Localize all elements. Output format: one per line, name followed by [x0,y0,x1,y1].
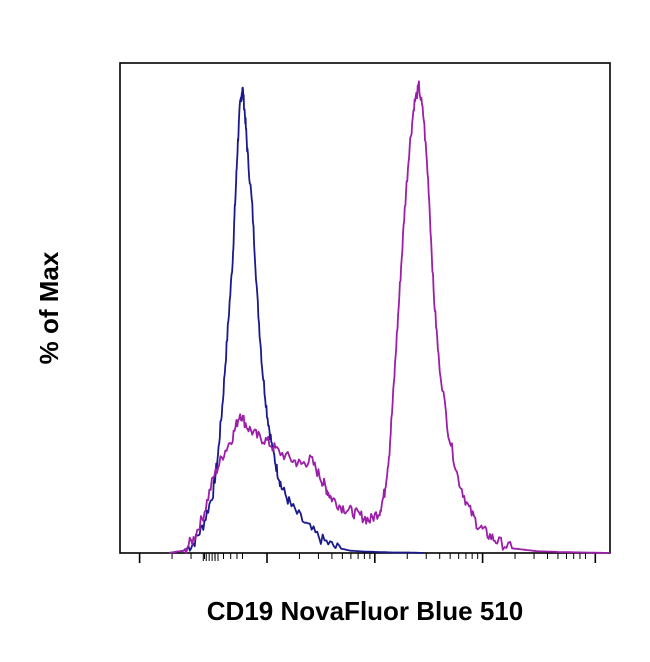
series-line-purple [168,80,611,554]
series-layer [168,80,611,554]
x-axis-title: CD19 NovaFluor Blue 510 [207,596,523,626]
y-axis-title: % of Max [34,251,64,364]
series-line-blue [168,86,424,554]
plot-frame [119,62,611,554]
x-axis-ticks [138,553,597,563]
